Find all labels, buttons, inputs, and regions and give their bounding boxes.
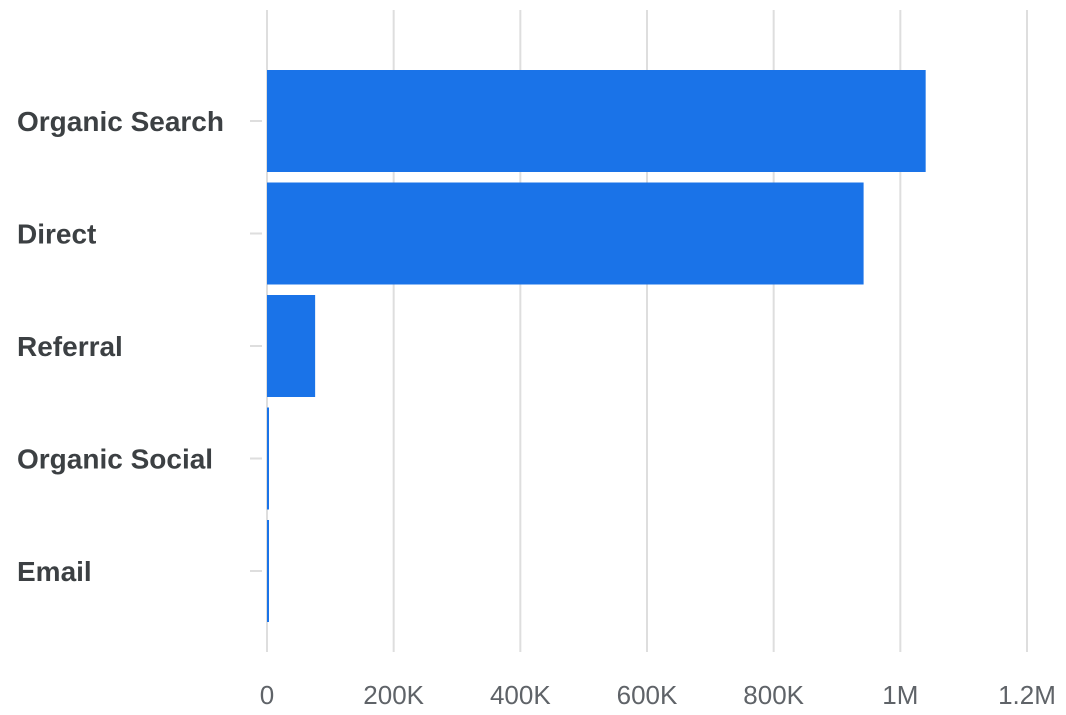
bar (267, 70, 926, 172)
bar (267, 182, 864, 285)
value-axis: 0 200K 400K 600K 800K 1M 1.2M (260, 680, 1056, 710)
bar (267, 407, 269, 510)
x-tick-label: 600K (617, 680, 678, 710)
x-tick-label: 0 (260, 680, 274, 710)
category-label: Organic Social (17, 444, 213, 475)
category-label: Referral (17, 331, 123, 362)
category-axis: Organic Search Direct Referral Organic Soci… (17, 106, 262, 587)
category-label: Direct (17, 219, 96, 250)
x-tick-label: 1.2M (998, 680, 1056, 710)
bars (267, 70, 926, 622)
bar (267, 295, 316, 397)
x-tick-label: 400K (490, 680, 551, 710)
x-tick-label: 200K (363, 680, 424, 710)
category-label: Organic Search (17, 106, 224, 137)
x-tick-label: 1M (882, 680, 918, 710)
x-tick-label: 800K (743, 680, 804, 710)
category-label: Email (17, 556, 92, 587)
bar (267, 520, 269, 622)
